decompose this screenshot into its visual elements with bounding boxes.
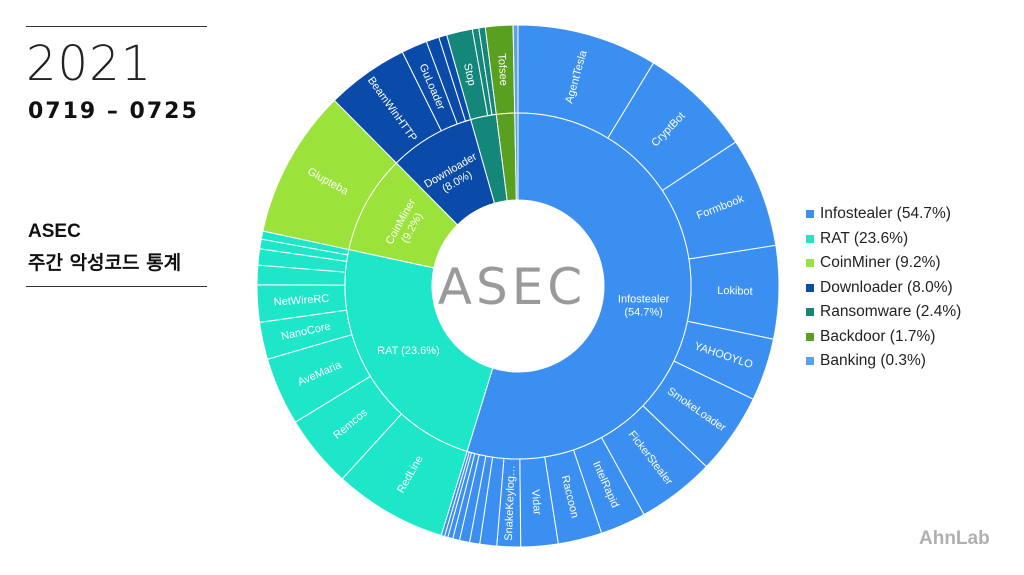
week-range: 0719 – 0725 — [28, 99, 199, 124]
legend-item-banking: Banking (0.3%) — [806, 349, 961, 374]
legend-label: Ransomware (2.4%) — [820, 303, 962, 321]
legend-swatch — [806, 234, 814, 243]
inner-label-rat: RAT (23.6%) — [377, 345, 440, 357]
bottom-rule — [26, 286, 207, 287]
legend-label: Backdoor (1.7%) — [820, 327, 936, 345]
center-hole — [432, 200, 604, 372]
legend-label: Infostealer (54.7%) — [820, 205, 951, 223]
legend-swatch — [806, 357, 814, 366]
legend-label: Banking (0.3%) — [820, 352, 926, 370]
legend-item-backdoor: Backdoor (1.7%) — [806, 325, 961, 350]
inner-ring — [344, 112, 692, 460]
legend: Infostealer (54.7%) RAT (23.6%) CoinMiner … — [806, 202, 961, 374]
ahnlab-logo: AhnLab — [919, 528, 990, 549]
report-title-line1: ASEC — [28, 221, 81, 242]
legend-label: RAT (23.6%) — [820, 229, 909, 247]
label-vidar: Vidar — [529, 489, 543, 516]
report-title-line2: 주간 악성코드 통계 — [28, 252, 182, 274]
inner-label-infostealer: Infostealer (54.7%) — [618, 293, 670, 318]
legend-label: CoinMiner (9.2%) — [820, 254, 941, 272]
asec-center-logo: ASEC — [438, 258, 586, 316]
sunburst-chart: AgentTeslaCryptBotFormbookLokibotYAHOOYL… — [256, 24, 780, 548]
label-snakekeylog: SnakeKeylog… — [503, 465, 518, 541]
legend-item-coinminer: CoinMiner (9.2%) — [806, 251, 961, 276]
outer-ring — [256, 24, 780, 548]
label-tofsee: Tofsee — [495, 53, 509, 86]
legend-item-ransomware: Ransomware (2.4%) — [806, 300, 961, 325]
legend-swatch — [806, 259, 814, 268]
year-heading: 2021 — [26, 36, 153, 92]
legend-swatch — [806, 332, 814, 341]
legend-label: Downloader (8.0%) — [820, 278, 953, 296]
top-rule — [26, 26, 207, 27]
legend-item-downloader: Downloader (8.0%) — [806, 276, 961, 301]
legend-swatch — [806, 210, 814, 219]
label-netwirerc: NetWireRC — [273, 293, 329, 309]
legend-swatch — [806, 308, 814, 317]
legend-item-rat: RAT (23.6%) — [806, 227, 961, 252]
legend-item-infostealer: Infostealer (54.7%) — [806, 202, 961, 227]
legend-swatch — [806, 283, 814, 292]
label-lokibot: Lokibot — [717, 285, 753, 298]
label-stop: Stop — [461, 62, 478, 87]
